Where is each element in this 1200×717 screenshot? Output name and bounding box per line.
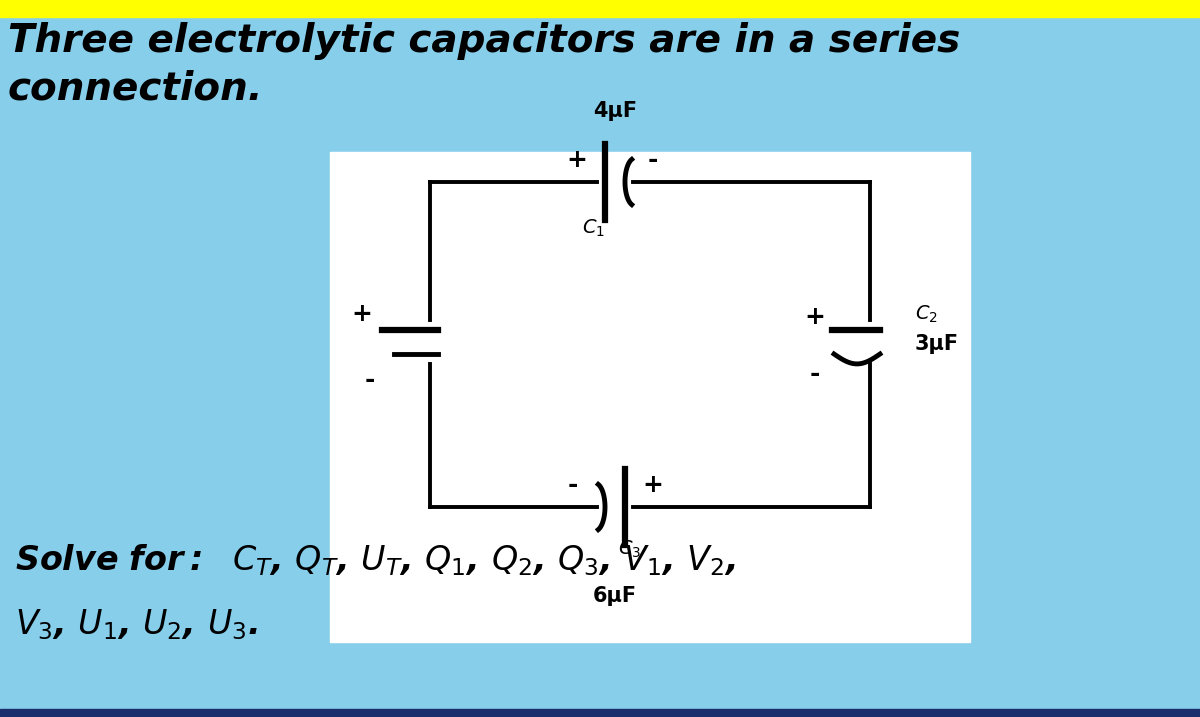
Text: 3µF: 3µF [916,334,959,354]
Text: +: + [352,302,372,326]
Text: $C_2$: $C_2$ [916,304,938,326]
Text: -: - [648,148,658,172]
Text: connection.: connection. [8,69,264,107]
Text: -: - [365,368,376,392]
Text: +: + [642,473,664,497]
Text: Three electrolytic capacitors are in a series: Three electrolytic capacitors are in a s… [8,22,960,60]
Text: $\bfit{Solve\ for:}$  $C_T$, $Q_T$, $U_T$, $Q_1$, $Q_2$, $Q_3$, $V_1$, $V_2$,: $\bfit{Solve\ for:}$ $C_T$, $Q_T$, $U_T$… [14,542,736,578]
Text: +: + [566,148,588,172]
Text: $V_3$, $U_1$, $U_2$, $U_3$.: $V_3$, $U_1$, $U_2$, $U_3$. [14,607,258,642]
Text: +: + [804,305,826,329]
Bar [0,0,1200,17]
Text: 6µF: 6µF [593,586,637,606]
Text: $C_1$: $C_1$ [582,218,605,239]
Bar [0,709,1200,717]
Text: -: - [568,473,578,497]
Text: -: - [810,362,820,386]
Text: 4µF: 4µF [593,101,637,121]
Bar [330,152,970,642]
Text: $C_3$: $C_3$ [618,539,642,560]
